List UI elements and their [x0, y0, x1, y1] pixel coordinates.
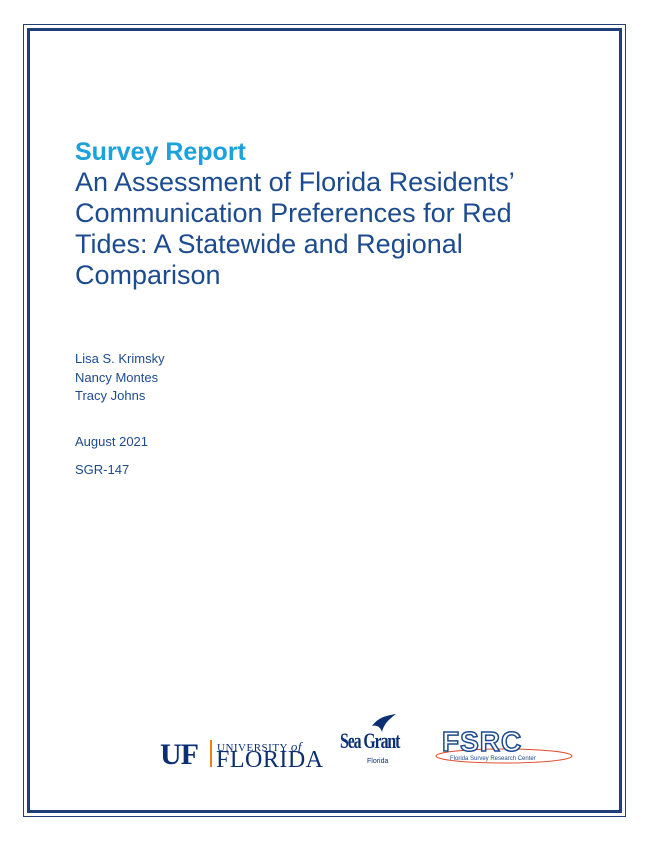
report-title: An Assessment of Florida Residents’ Comm… [75, 167, 514, 290]
publication-date: August 2021 [75, 434, 149, 449]
page-border-inner [27, 28, 622, 813]
bird-icon [372, 714, 396, 732]
fsrc-subtext: Florida Survey Research Center [450, 756, 536, 762]
page-border-outer [23, 24, 626, 817]
sea-grant-text: Sea Grant [340, 728, 400, 753]
author-name: Nancy Montes [75, 369, 159, 385]
author-name: Lisa S. Krimsky [75, 351, 165, 366]
uf-florida-text: FLORIDA [216, 747, 324, 773]
uf-university-text: UNIVERSITY of [217, 739, 302, 754]
sea-grant-logo: Sea Grant Florida [340, 712, 420, 772]
fsrc-logo: FSRC Florida Survey Research Center [432, 725, 582, 766]
author-list: Lisa S. Krimsky Nancy Montes Tracy Johns [75, 350, 165, 406]
uf-divider-bar [210, 740, 212, 767]
sea-grant-subtext: Florida [367, 758, 389, 765]
orbit-swoosh-icon [435, 748, 573, 764]
logo-row: UF UNIVERSITY of FLORIDA Sea Grant Flori… [160, 712, 582, 773]
author-name: Tracy Johns [75, 388, 146, 403]
uf-mark: UF [160, 738, 199, 771]
report-number: SGR-147 [75, 462, 130, 477]
fsrc-letters: FSRC [441, 725, 523, 758]
report-type-label: Survey Report [75, 138, 246, 166]
